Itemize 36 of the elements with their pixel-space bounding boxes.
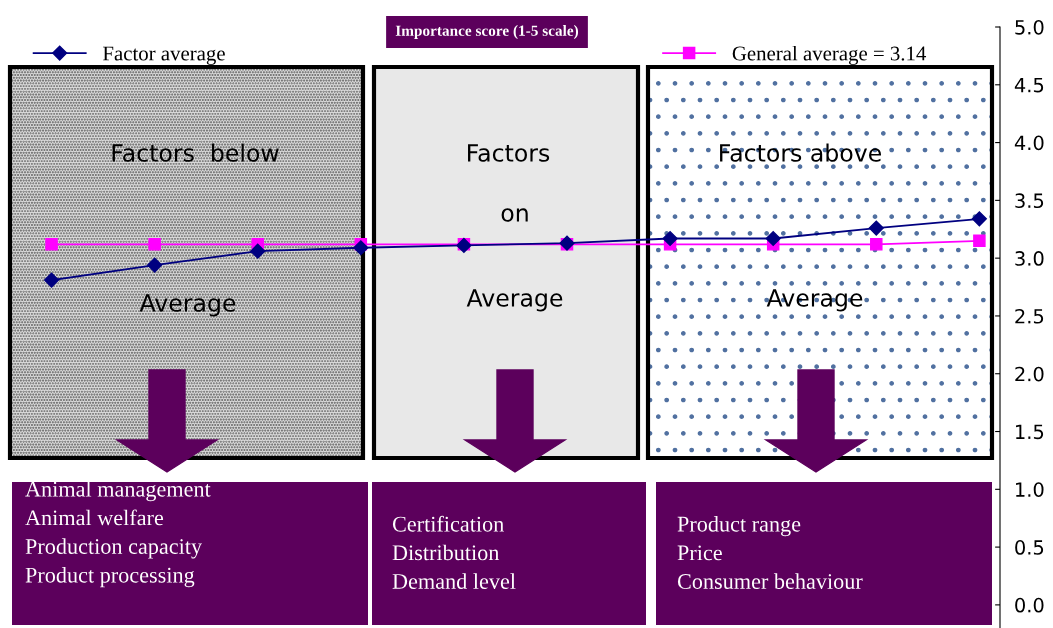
annotation: Factors below <box>112 143 279 162</box>
annotation: Animal management Animal welfare Production capacity Product processing <box>25 481 211 588</box>
y-tick-label: 0.0 <box>1015 597 1044 613</box>
point <box>662 230 678 247</box>
point <box>43 272 60 288</box>
y-tick-label: 0.5 <box>1015 540 1044 555</box>
annotation: Certification Distribution Demand level <box>392 515 516 589</box>
annotation: Factors above <box>720 143 881 162</box>
legend-label: General average = 3.14 <box>732 45 927 65</box>
annotation: on <box>501 208 528 222</box>
y-tick-label: 3.0 <box>1015 251 1044 266</box>
point <box>148 238 161 251</box>
annotation: Average <box>766 289 863 312</box>
point <box>353 240 369 256</box>
point <box>147 257 163 273</box>
annotation: Factors <box>468 144 550 162</box>
point <box>765 230 781 247</box>
point <box>45 238 58 251</box>
y-tick-label: 1.5 <box>1016 424 1044 440</box>
point <box>250 243 266 259</box>
y-tick-label: 4.0 <box>1014 135 1044 151</box>
y-tick-label: 4.5 <box>1014 78 1044 93</box>
y-tick-label: 1.0 <box>1016 482 1044 497</box>
y-tick-label: 3.5 <box>1015 193 1044 209</box>
annotation: Average <box>139 294 236 317</box>
annotation: Product range Price Consumer behaviour <box>677 516 863 589</box>
point <box>870 238 883 251</box>
legend-label: Factor average <box>102 46 225 65</box>
y-tick-label: 2.5 <box>1015 308 1044 324</box>
chart-title: Importance score (1-5 scale) <box>395 25 579 39</box>
y-tick-label: 5.0 <box>1015 19 1044 35</box>
point <box>973 234 986 248</box>
point <box>868 220 884 236</box>
point <box>971 211 987 227</box>
annotation: Average <box>466 289 563 312</box>
y-tick-label: 2.0 <box>1015 366 1044 382</box>
